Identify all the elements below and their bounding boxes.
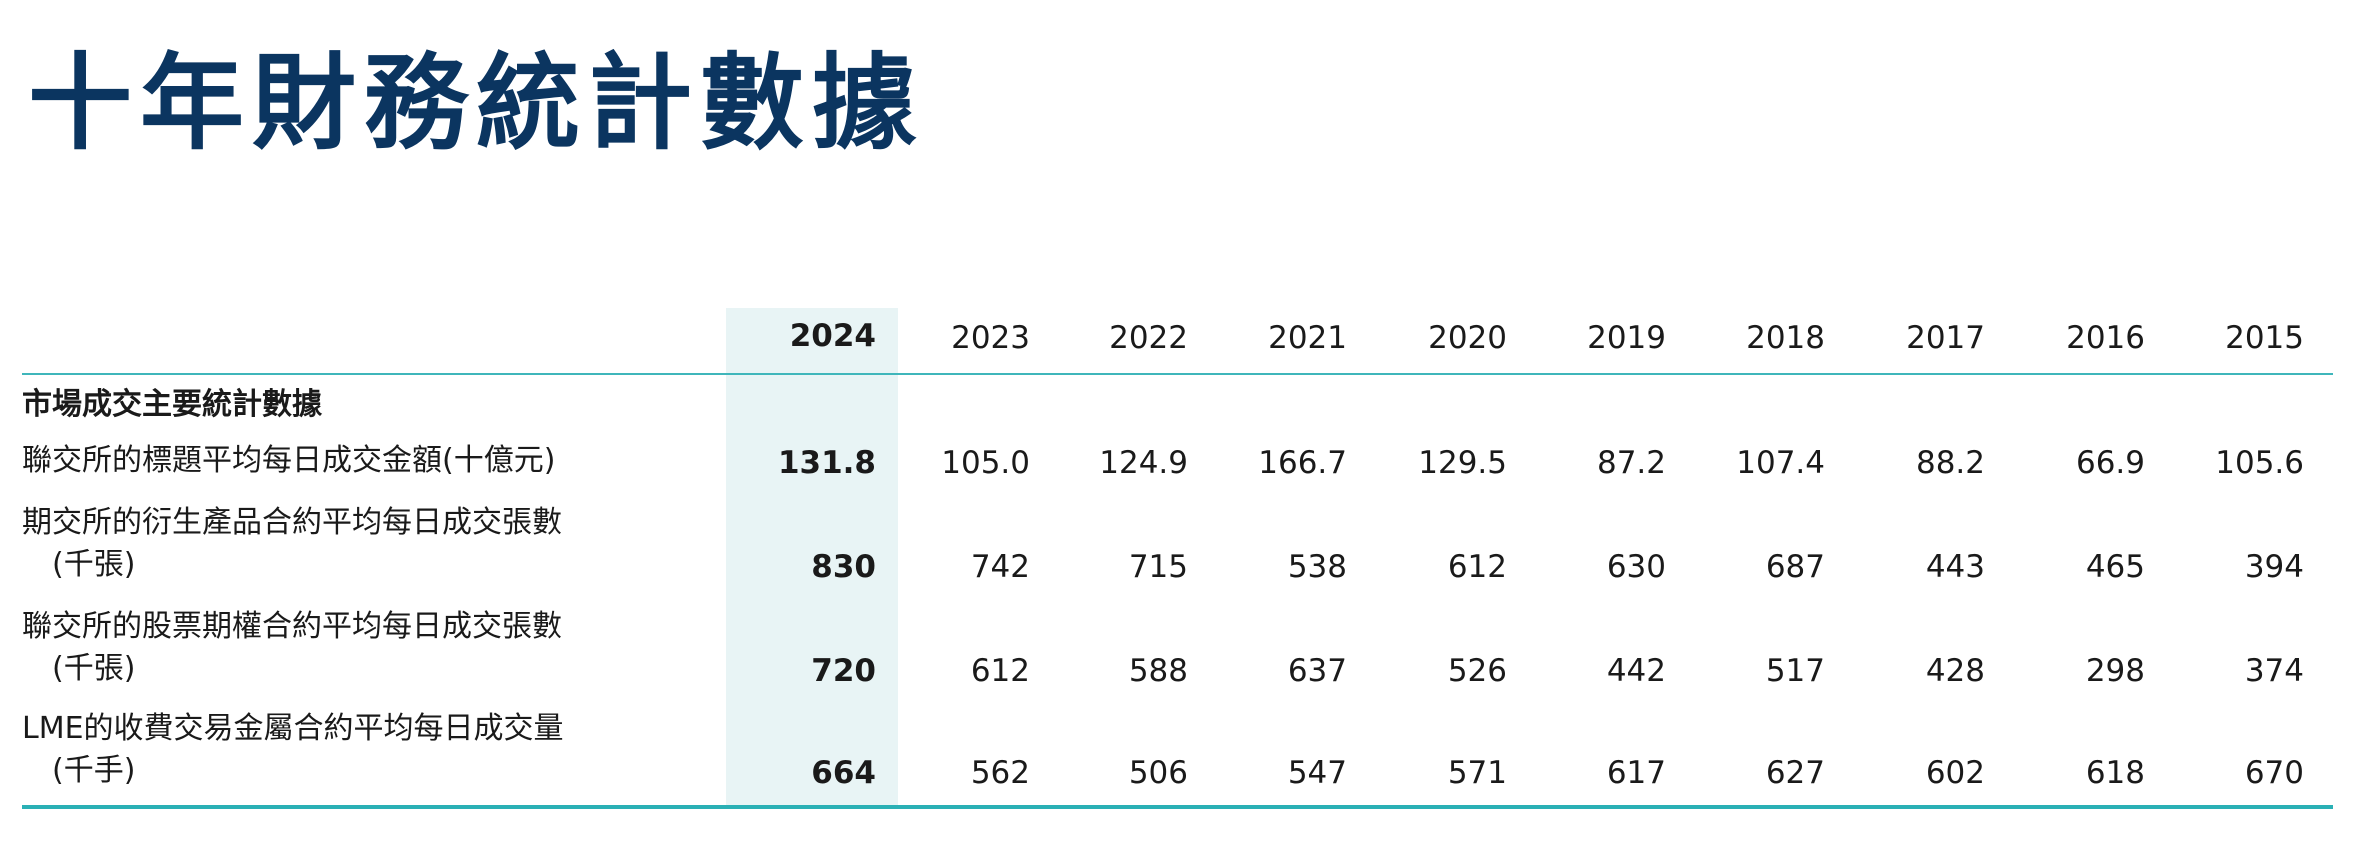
table-cell: 442 — [1606, 653, 1666, 689]
year-header-9: 2015 — [2225, 320, 2304, 356]
row-label: 聯交所的股票期權合約平均每日成交張數 (千張) — [22, 606, 562, 690]
year-header-1: 2023 — [951, 320, 1030, 356]
table-cell: 87.2 — [1596, 445, 1666, 481]
table-cell: 443 — [1925, 549, 1985, 585]
current-year-highlight — [726, 308, 898, 805]
year-header-0: 2024 — [789, 318, 876, 354]
row-label-line: 聯交所的股票期權合約平均每日成交張數 — [22, 609, 562, 644]
table-cell: 465 — [2085, 549, 2145, 585]
row-label: 期交所的衍生產品合約平均每日成交張數 (千張) — [22, 502, 562, 586]
table-cell: 830 — [811, 549, 876, 585]
table-cell: 664 — [811, 755, 876, 791]
table-cell: 394 — [2244, 549, 2304, 585]
table-cell: 166.7 — [1258, 445, 1347, 481]
table-cell: 66.9 — [2075, 445, 2145, 481]
table-cell: 571 — [1447, 755, 1507, 791]
table-cell: 131.8 — [777, 445, 876, 481]
table-cell: 687 — [1765, 549, 1825, 585]
table-cell: 517 — [1765, 653, 1825, 689]
page-title: 十年財務統計數據 — [28, 42, 925, 164]
year-header-5: 2019 — [1587, 320, 1666, 356]
table-cell: 506 — [1128, 755, 1188, 791]
table-cell: 88.2 — [1915, 445, 1985, 481]
table-cell: 298 — [2085, 653, 2145, 689]
table-cell: 670 — [2244, 755, 2304, 791]
table-cell: 129.5 — [1418, 445, 1507, 481]
table-cell: 547 — [1287, 755, 1347, 791]
table-cell: 612 — [970, 653, 1030, 689]
row-label-line: (千張) — [52, 651, 136, 686]
table-cell: 637 — [1287, 653, 1347, 689]
row-label: 聯交所的標題平均每日成交金額(十億元) — [22, 440, 555, 482]
row-label-line: (千手) — [52, 753, 136, 788]
table-cell: 627 — [1765, 755, 1825, 791]
table-cell: 588 — [1128, 653, 1188, 689]
row-label-line: LME的收費交易金屬合約平均每日成交量 — [22, 711, 564, 746]
table-cell: 124.9 — [1099, 445, 1188, 481]
table-cell: 630 — [1606, 549, 1666, 585]
table-cell: 602 — [1925, 755, 1985, 791]
row-label: LME的收費交易金屬合約平均每日成交量 (千手) — [22, 708, 564, 792]
table-cell: 617 — [1606, 755, 1666, 791]
year-header-3: 2021 — [1268, 320, 1347, 356]
table-cell: 562 — [970, 755, 1030, 791]
table-cell: 428 — [1925, 653, 1985, 689]
table-cell: 618 — [2085, 755, 2145, 791]
row-label-line: 聯交所的標題平均每日成交金額(十億元) — [22, 443, 556, 478]
year-header-8: 2016 — [2066, 320, 2145, 356]
section-title: 市場成交主要統計數據 — [22, 387, 322, 422]
header-divider — [22, 373, 2333, 375]
table-cell: 742 — [970, 549, 1030, 585]
year-header-7: 2017 — [1906, 320, 1985, 356]
table-cell: 538 — [1287, 549, 1347, 585]
table-cell: 107.4 — [1736, 445, 1825, 481]
table-cell: 374 — [2244, 653, 2304, 689]
year-header-2: 2022 — [1109, 320, 1188, 356]
table-cell: 715 — [1128, 549, 1188, 585]
table-bottom-divider — [22, 805, 2333, 809]
table-cell: 612 — [1447, 549, 1507, 585]
row-label-line: 期交所的衍生產品合約平均每日成交張數 — [22, 505, 562, 540]
table-cell: 105.6 — [2215, 445, 2304, 481]
year-header-4: 2020 — [1428, 320, 1507, 356]
table-cell: 526 — [1447, 653, 1507, 689]
row-label-line: (千張) — [52, 547, 136, 582]
table-cell: 720 — [811, 653, 876, 689]
table-cell: 105.0 — [941, 445, 1030, 481]
year-header-6: 2018 — [1746, 320, 1825, 356]
